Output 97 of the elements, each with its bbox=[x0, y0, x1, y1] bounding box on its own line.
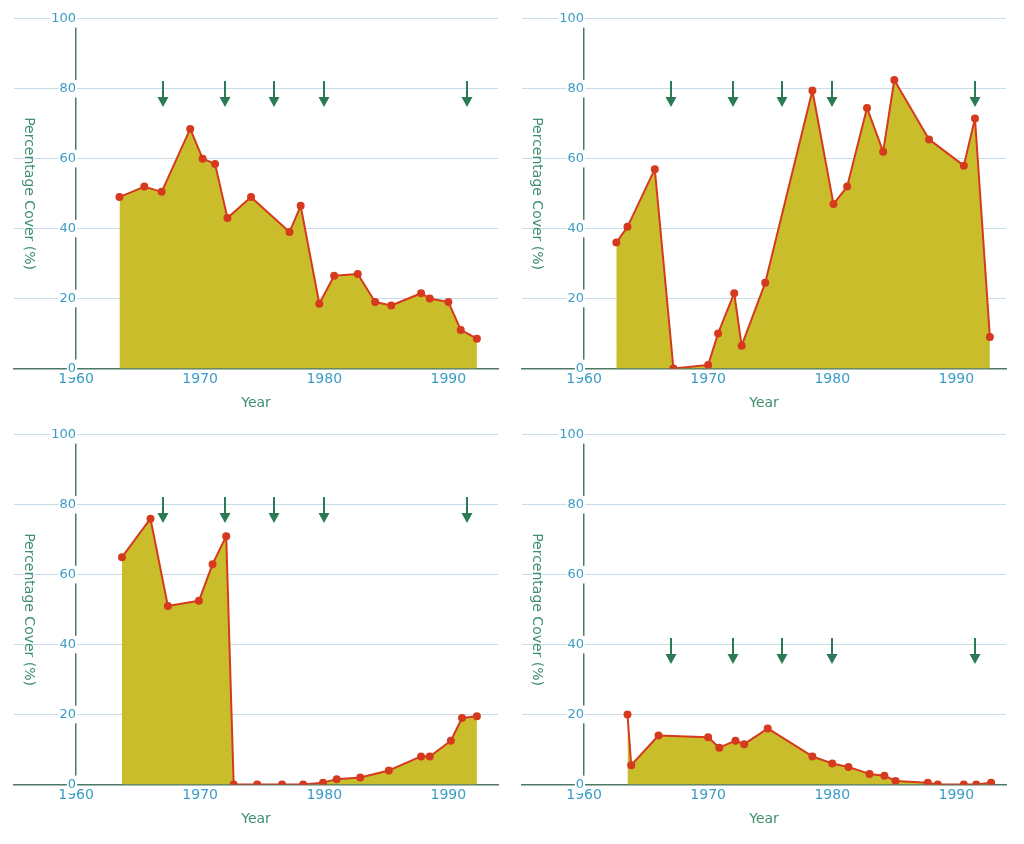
point bbox=[296, 201, 305, 210]
x-tick-label: 1980 bbox=[306, 786, 343, 803]
point bbox=[208, 560, 217, 569]
y-tick-label: 60 bbox=[567, 566, 585, 582]
y-tick-label: 20 bbox=[59, 705, 77, 721]
y-tick-label: 100 bbox=[559, 426, 585, 442]
y-tick-label: 100 bbox=[51, 426, 77, 442]
point bbox=[704, 360, 713, 369]
x-tick-label: 1970 bbox=[182, 370, 218, 387]
point bbox=[332, 775, 341, 784]
point bbox=[808, 86, 817, 95]
y-axis-title: Percentage Cover (%) bbox=[530, 533, 547, 687]
point bbox=[140, 182, 149, 191]
point bbox=[198, 154, 207, 163]
point bbox=[146, 514, 155, 523]
point bbox=[384, 766, 393, 775]
x-tick-label: 1990 bbox=[430, 370, 467, 387]
point bbox=[315, 299, 324, 308]
point bbox=[186, 124, 195, 133]
point bbox=[730, 289, 739, 298]
x-tick-label: 1970 bbox=[690, 786, 726, 803]
point bbox=[387, 301, 396, 310]
point bbox=[285, 228, 294, 237]
point bbox=[650, 165, 659, 174]
point bbox=[446, 736, 455, 745]
point bbox=[115, 193, 124, 202]
point bbox=[761, 278, 770, 287]
x-axis-title: Year bbox=[240, 810, 272, 827]
point bbox=[194, 596, 203, 605]
y-axis-title: Percentage Cover (%) bbox=[530, 117, 547, 271]
point bbox=[829, 200, 838, 209]
point bbox=[458, 713, 467, 722]
y-tick-label: 40 bbox=[59, 219, 77, 235]
y-tick-label: 0 bbox=[67, 775, 77, 791]
y-tick-label: 80 bbox=[567, 80, 585, 96]
point bbox=[985, 332, 994, 341]
x-tick-label: 1990 bbox=[430, 786, 467, 803]
point bbox=[959, 161, 968, 170]
x-axis-title: Year bbox=[240, 394, 272, 411]
point bbox=[211, 159, 220, 168]
point bbox=[879, 147, 888, 156]
point bbox=[222, 532, 231, 541]
x-tick-label: 1970 bbox=[182, 786, 218, 803]
x-tick-label: 1980 bbox=[306, 370, 343, 387]
y-tick-label: 60 bbox=[567, 150, 585, 166]
point bbox=[425, 752, 434, 761]
point bbox=[356, 773, 365, 782]
x-tick-label: 1980 bbox=[814, 786, 851, 803]
x-tick-label: 1990 bbox=[938, 370, 975, 387]
point bbox=[925, 135, 934, 144]
y-tick-label: 0 bbox=[67, 359, 77, 375]
point bbox=[425, 294, 434, 303]
point bbox=[330, 271, 339, 280]
y-tick-label: 100 bbox=[51, 10, 77, 26]
y-axis-title: Percentage Cover (%) bbox=[22, 117, 39, 271]
point bbox=[890, 75, 899, 84]
y-tick-label: 100 bbox=[559, 10, 585, 26]
point bbox=[737, 341, 746, 350]
point bbox=[843, 182, 852, 191]
x-axis-title: Year bbox=[748, 394, 780, 411]
y-tick-label: 40 bbox=[567, 635, 585, 651]
point bbox=[714, 329, 723, 338]
point bbox=[417, 289, 426, 298]
point bbox=[117, 553, 126, 562]
y-tick-label: 60 bbox=[59, 150, 77, 166]
y-tick-label: 0 bbox=[575, 775, 585, 791]
point bbox=[319, 778, 328, 785]
x-axis-title: Year bbox=[748, 810, 780, 827]
point bbox=[157, 187, 166, 196]
x-tick-label: 1980 bbox=[814, 370, 851, 387]
x-tick-label: 1970 bbox=[690, 370, 726, 387]
y-axis-title: Percentage Cover (%) bbox=[22, 533, 39, 687]
point bbox=[444, 297, 453, 306]
point bbox=[417, 752, 426, 761]
y-tick-label: 80 bbox=[567, 496, 585, 512]
y-tick-label: 20 bbox=[567, 705, 585, 721]
point bbox=[623, 222, 632, 231]
y-tick-label: 80 bbox=[59, 80, 77, 96]
y-tick-label: 40 bbox=[59, 635, 77, 651]
y-tick-label: 20 bbox=[567, 289, 585, 305]
y-tick-label: 60 bbox=[59, 566, 77, 582]
point bbox=[456, 325, 465, 334]
y-tick-label: 80 bbox=[59, 496, 77, 512]
y-tick-label: 20 bbox=[59, 289, 77, 305]
point bbox=[472, 712, 481, 721]
y-tick-label: 0 bbox=[575, 359, 585, 375]
point bbox=[371, 297, 380, 306]
point bbox=[970, 114, 979, 123]
point bbox=[863, 103, 872, 112]
point bbox=[353, 270, 362, 279]
point bbox=[472, 334, 481, 343]
point bbox=[223, 214, 232, 223]
point bbox=[247, 193, 256, 202]
y-tick-label: 40 bbox=[567, 219, 585, 235]
x-tick-label: 1990 bbox=[938, 786, 975, 803]
point bbox=[163, 602, 172, 611]
point bbox=[612, 238, 621, 247]
